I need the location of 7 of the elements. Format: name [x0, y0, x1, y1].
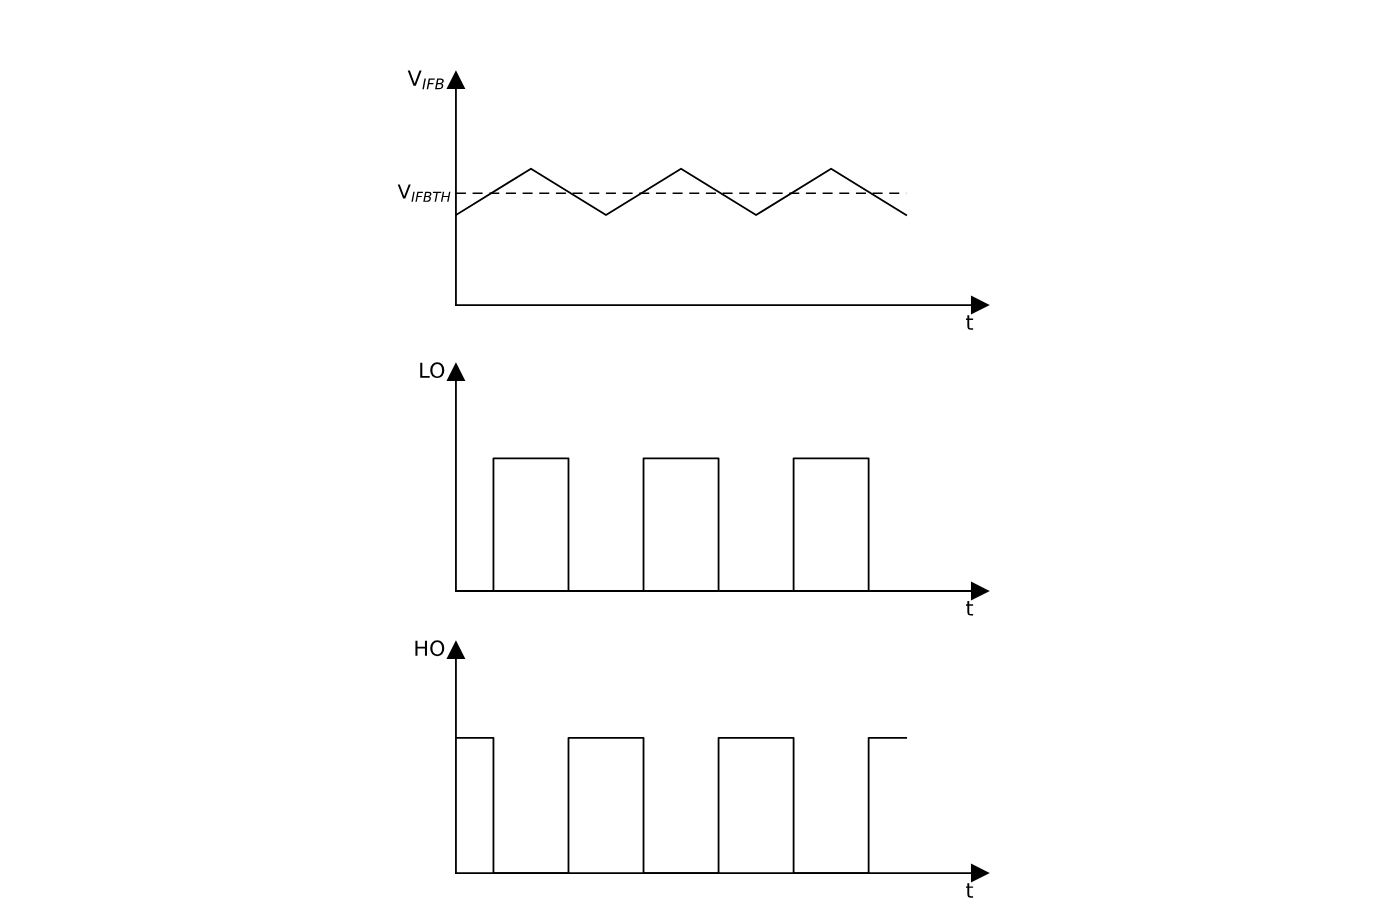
- x-axis-title: t: [965, 315, 974, 330]
- ref-line-label: V$_{IFBTH}$: [397, 184, 451, 202]
- y-axis-title: HO: [415, 640, 445, 657]
- x-axis-title: t: [965, 883, 974, 898]
- y-axis-title: LO: [420, 362, 445, 379]
- y-axis-title: V$_{IFB}$: [407, 70, 444, 90]
- x-axis-title: t: [965, 600, 974, 616]
